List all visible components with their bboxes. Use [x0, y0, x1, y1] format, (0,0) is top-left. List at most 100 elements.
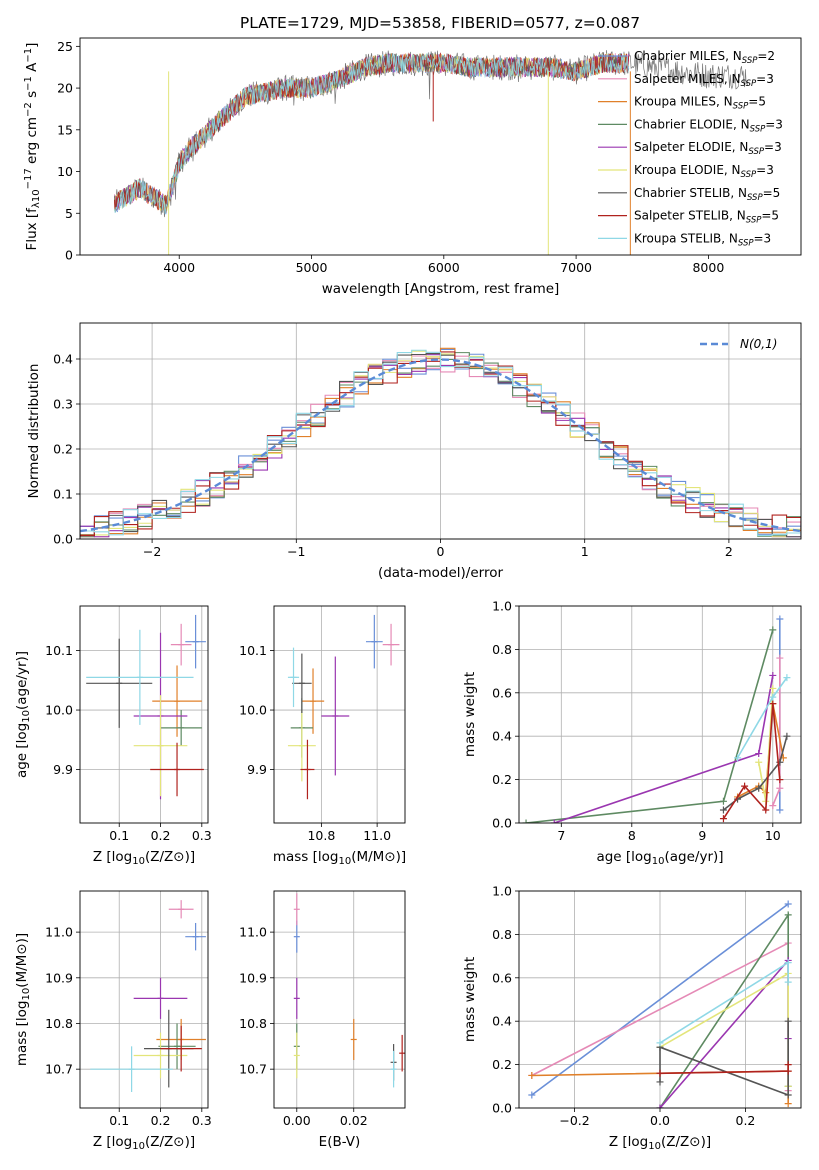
weight-vs-z-ytick-label: 0.0: [492, 1101, 512, 1116]
weight-marker-8: [656, 1039, 664, 1047]
weight-vs-z-frame: [518, 890, 802, 1109]
weight-vs-age-ytick-label: 0.0: [492, 816, 512, 831]
legend-model: Kroupa STELIB, N: [634, 231, 738, 245]
weight-vs-age-xtick-label: 9: [698, 828, 706, 843]
residual-hist-xtick-label: 0: [437, 544, 445, 559]
residual-hist-frame: [79, 322, 802, 540]
legend-sub: SSP: [750, 124, 766, 134]
spectrum-ytick-label: 15: [57, 122, 73, 137]
weight-vs-z-ytick-label: 1.0: [492, 884, 512, 899]
observed-spectrum: [114, 50, 749, 218]
label-part: age [: [596, 849, 631, 865]
weight-vs-age-ylabel: mass weight: [462, 672, 478, 757]
legend-entry-2: Kroupa MILES, NSSP=5: [634, 95, 766, 112]
mass-vs-ebv-ytick-label: 11.0: [239, 925, 267, 940]
weight-marker-6: [719, 806, 727, 814]
age-vs-mass-xlabel: mass [log10(M/M⊙)]: [273, 849, 406, 867]
legend-model: Chabrier ELODIE, N: [634, 117, 750, 131]
weight-vs-age-xlabel: age [log10(age/yr)]: [596, 849, 723, 867]
mass-vs-ebv-xlabel: E(B-V): [319, 1134, 361, 1150]
label-part: 10: [648, 1141, 661, 1152]
weight-vs-z-xlabel: Z [log10(Z/Z⊙)]: [609, 1134, 711, 1152]
mass-vs-ebv-xtick-label: 0.02: [340, 1113, 368, 1128]
label-part: (Z/Z⊙)]: [145, 849, 195, 865]
mass-vs-ebv-ytick-label: 10.7: [239, 1062, 267, 1077]
age-vs-mass-ytick-label: 10.1: [239, 643, 267, 658]
hist-model-8: [80, 349, 801, 538]
weight-vs-z-ytick-label: 0.8: [492, 927, 512, 942]
label-part: −2: [23, 102, 34, 117]
age-vs-mass-ytick-label: 10.0: [239, 703, 267, 718]
weight-marker-8: [784, 959, 792, 967]
weight-marker-7: [784, 1067, 792, 1075]
mass-vs-ebv-ytick-label: 10.9: [239, 970, 267, 985]
weight-marker-5: [755, 758, 763, 766]
spectrum-ytick-label: 20: [57, 81, 73, 96]
mass-vs-z-ytick-label: 10.8: [45, 1016, 73, 1031]
model-spectrum-3: [114, 52, 630, 211]
weight-vs-age-ytick-label: 0.2: [492, 772, 512, 787]
label-part: (Z/Z⊙)]: [145, 1134, 195, 1150]
label-part: (data-model)/error: [378, 565, 504, 581]
age-vs-mass-frame: [273, 605, 406, 824]
weight-marker-4: [550, 819, 558, 823]
weight-marker-7: [769, 700, 777, 708]
legend-model: Salpeter STELIB, N: [634, 209, 746, 223]
mass-vs-ebv-ytick-label: 10.8: [239, 1016, 267, 1031]
weight-marker-8: [769, 693, 777, 701]
legend-model: Kroupa MILES, N: [634, 95, 733, 109]
age-vs-z-ylabel: age [log10(age/yr)]: [14, 651, 32, 778]
legend-model: Chabrier STELIB, N: [634, 186, 747, 200]
age-vs-mass-plot-area: [287, 614, 400, 800]
weight-vs-z-ytick-label: 0.2: [492, 1057, 512, 1072]
legend-sub: SSP: [747, 193, 763, 203]
label-part: log: [318, 849, 339, 865]
mass-vs-z-ylabel: mass [log10(M/M⊙)]: [14, 933, 32, 1066]
label-part: (age/yr)]: [14, 651, 30, 710]
label-part: 10: [132, 1141, 145, 1152]
label-part: log: [14, 723, 30, 744]
label-part: log: [112, 849, 133, 865]
weight-marker-0: [776, 615, 784, 623]
spectrum-ytick-label: 0: [65, 248, 73, 263]
residual-hist-xlabel: (data-model)/error: [378, 565, 504, 581]
weight-marker-6: [783, 732, 791, 740]
label-part: 10: [21, 988, 32, 1001]
label-part: erg cm: [24, 117, 40, 168]
weight-marker-1: [769, 802, 777, 810]
label-part: age [: [14, 743, 30, 778]
weight-marker-7: [784, 1061, 792, 1069]
weight-marker-8: [783, 674, 791, 682]
plot-layer: 4000 5000 6000 7000 80000510152025wavelength…: [14, 37, 802, 1152]
model-spectrum-7: [114, 52, 630, 212]
residual-hist-ytick-label: 0.3: [53, 397, 73, 412]
legend-nssp: =3: [765, 117, 783, 131]
spectrum-ytick-label: 10: [57, 164, 73, 179]
residual-hist-ytick-label: 0.4: [53, 352, 73, 367]
weight-marker-4: [656, 1104, 664, 1108]
weight-marker-4: [769, 671, 777, 679]
weight-marker-6: [656, 1078, 664, 1086]
spectrum-xtick-label: 5000: [296, 260, 328, 275]
mass-vs-z-xtick-label: 0.2: [151, 1113, 171, 1128]
residual-hist-xtick-label: −1: [287, 544, 305, 559]
weight-vs-z-plot-area: [528, 900, 792, 1108]
legend-sub: SSP: [748, 147, 764, 157]
label-part: 10: [21, 710, 32, 723]
weight-marker-6: [784, 1017, 792, 1025]
legend-nssp: =5: [763, 186, 781, 200]
legend-nssp: =2: [757, 49, 775, 63]
model-spectrum-8: [114, 52, 630, 215]
legend-normal-label: N(0,1): [740, 337, 777, 351]
mass-vs-ebv-plot-area: [293, 893, 405, 1088]
legend-nssp: =3: [764, 140, 782, 154]
age-vs-z-frame: [79, 605, 209, 824]
age-vs-z-xtick-label: 0.2: [151, 828, 171, 843]
weight-series-7: [722, 703, 781, 820]
label-part: λ10: [31, 189, 42, 208]
legend-sub: SSP: [741, 79, 757, 89]
age-vs-z-ytick-label: 10.1: [45, 643, 73, 658]
residual-hist-xtick-label: −2: [143, 544, 161, 559]
weight-vs-z-xtick-label: 0.0: [650, 1113, 670, 1128]
